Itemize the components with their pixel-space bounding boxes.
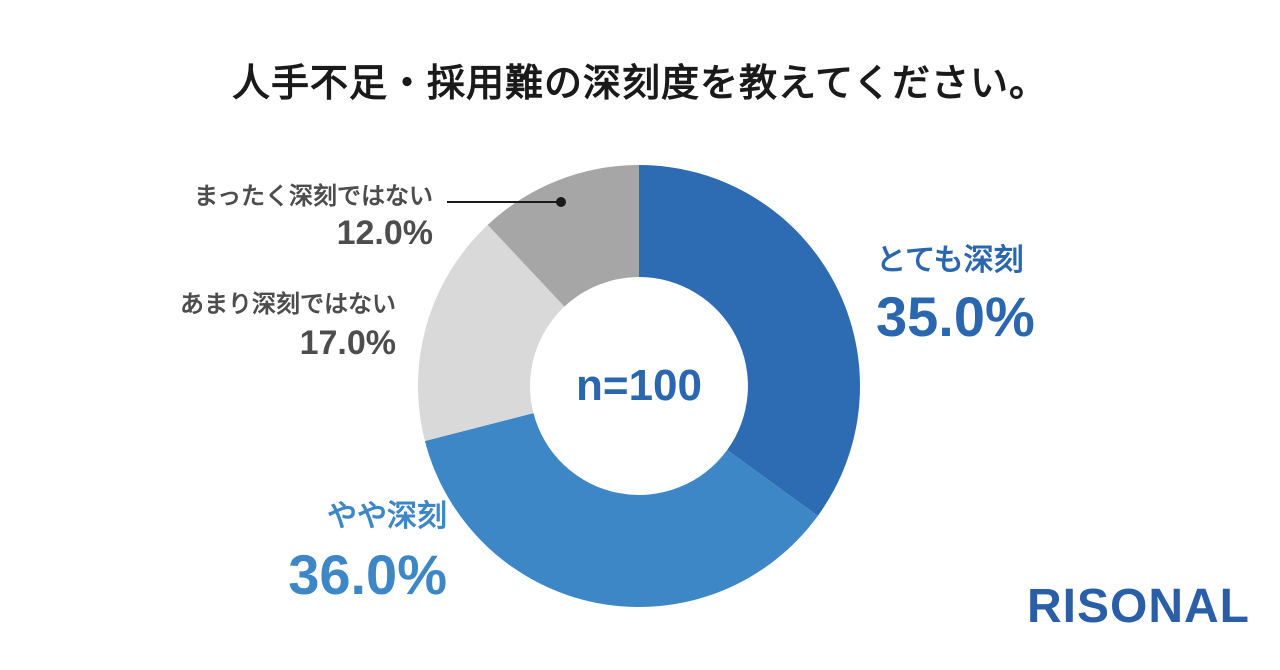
donut-chart-area: n=100: [418, 165, 860, 607]
segment-value: 36.0%: [288, 542, 447, 606]
segment-name: とても深刻: [876, 244, 1024, 277]
segment-label-somewhat-serious: やや深刻 36.0%: [288, 498, 447, 604]
segment-name: やや深刻: [327, 500, 447, 533]
segment-value: 17.0%: [299, 324, 396, 362]
segment-name: まったく深刻ではない: [193, 183, 433, 210]
donut-segment-3: [418, 224, 565, 441]
donut-segment-4: [487, 165, 639, 307]
segment-label-very-serious: とても深刻 35.0%: [876, 242, 1035, 346]
leader-dot: [556, 197, 566, 207]
segment-value: 35.0%: [876, 284, 1035, 348]
donut-segment-1: [639, 165, 860, 516]
segment-label-not-serious-at-all: まったく深刻ではない 12.0%: [194, 182, 433, 252]
chart-title: 人手不足・採用難の深刻度を教えてください。: [232, 63, 1048, 105]
brand-logo: RISONAL: [1027, 580, 1250, 633]
donut-segment-2: [424, 413, 818, 607]
segment-label-not-very-serious: あまり深刻ではない 17.0%: [180, 290, 396, 362]
leader-line: [447, 201, 559, 203]
segment-value: 12.0%: [336, 214, 433, 252]
donut-chart: [418, 165, 860, 607]
segment-name: あまり深刻ではない: [180, 291, 396, 318]
